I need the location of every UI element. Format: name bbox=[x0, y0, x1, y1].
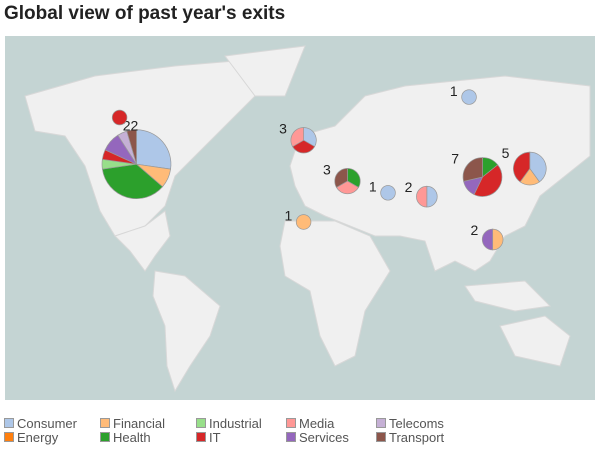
legend-label: Consumer bbox=[17, 415, 77, 431]
pie-slice-media[interactable] bbox=[335, 180, 359, 195]
legend-item-industrial[interactable]: Industrial bbox=[196, 415, 286, 431]
legend-swatch bbox=[196, 432, 206, 442]
pie-count-label: 22 bbox=[123, 118, 139, 134]
legend-label: Financial bbox=[113, 415, 166, 431]
pie-india[interactable]: 2 bbox=[405, 179, 438, 208]
pie-slice-transport[interactable] bbox=[126, 129, 137, 165]
pie-middle-east[interactable]: 3 bbox=[323, 161, 361, 195]
pie-count-label: 3 bbox=[323, 161, 331, 177]
legend-label: Health bbox=[113, 429, 151, 445]
pie-slice-transport[interactable] bbox=[334, 167, 348, 188]
pie-slice-consumer[interactable] bbox=[529, 151, 547, 183]
pie-slice-financial[interactable] bbox=[295, 214, 312, 230]
pie-count-label: 7 bbox=[451, 151, 459, 167]
legend-item-health[interactable]: Health bbox=[100, 429, 196, 445]
legend-label: IT bbox=[209, 429, 221, 445]
pie-indonesia[interactable]: 2 bbox=[470, 222, 504, 251]
pie-count-label: 3 bbox=[279, 121, 287, 137]
legend-swatch bbox=[100, 432, 110, 442]
pie-count-label: 1 bbox=[284, 208, 292, 224]
pie-slice-it[interactable] bbox=[513, 151, 531, 183]
legend-item-consumer[interactable]: Consumer bbox=[4, 415, 100, 431]
world-map[interactable]: 22 3 3 1 2 7 5 2 1 1 bbox=[5, 36, 595, 400]
pie-russia[interactable]: 1 bbox=[450, 83, 477, 105]
pie-count-label: 2 bbox=[405, 179, 413, 195]
pie-slice-consumer[interactable] bbox=[426, 185, 438, 208]
pie-uae[interactable]: 1 bbox=[369, 178, 396, 201]
page-title: Global view of past year's exits bbox=[4, 3, 286, 24]
legend-swatch bbox=[4, 432, 14, 442]
pie-count-label: 2 bbox=[470, 222, 478, 238]
legend-swatch bbox=[286, 432, 296, 442]
legend-swatch bbox=[376, 418, 386, 428]
legend-item-telecoms[interactable]: Telecoms bbox=[376, 415, 466, 431]
pie-count-label: 5 bbox=[502, 145, 510, 161]
pie-slice-it[interactable] bbox=[473, 164, 503, 197]
legend-item-transport[interactable]: Transport bbox=[376, 429, 466, 445]
pie-slice-transport[interactable] bbox=[462, 157, 483, 182]
pie-slice-consumer[interactable] bbox=[136, 129, 172, 170]
legend-label: Telecoms bbox=[389, 415, 444, 431]
legend-label: Media bbox=[299, 415, 335, 431]
legend-item-services[interactable]: Services bbox=[286, 429, 376, 445]
legend-item-it[interactable]: IT bbox=[196, 429, 286, 445]
legend-swatch bbox=[4, 418, 14, 428]
legend-item-financial[interactable]: Financial bbox=[100, 415, 196, 431]
legend-item-media[interactable]: Media bbox=[286, 415, 376, 431]
pie-china[interactable]: 7 bbox=[451, 151, 503, 197]
legend: Consumer Financial Industrial Media Telecoms… bbox=[4, 415, 466, 445]
pie-slice-it[interactable] bbox=[292, 139, 316, 154]
pie-slice-it[interactable] bbox=[111, 109, 128, 126]
pie-canada[interactable] bbox=[111, 109, 128, 126]
pie-count-label: 1 bbox=[369, 178, 377, 194]
pie-slice-media[interactable] bbox=[416, 185, 428, 208]
pie-slice-consumer[interactable] bbox=[380, 185, 396, 201]
legend-swatch bbox=[376, 432, 386, 442]
pie-slice-consumer[interactable] bbox=[461, 89, 477, 105]
pie-count-label: 1 bbox=[450, 83, 458, 99]
legend-label: Services bbox=[299, 429, 349, 445]
pie-slice-services[interactable] bbox=[481, 228, 494, 251]
legend-item-energy[interactable]: Energy bbox=[4, 429, 100, 445]
legend-label: Energy bbox=[17, 429, 59, 445]
pie-slice-financial[interactable] bbox=[492, 228, 504, 251]
pie-nigeria[interactable]: 1 bbox=[284, 208, 312, 230]
legend-swatch bbox=[286, 418, 296, 428]
legend-swatch bbox=[196, 418, 206, 428]
legend-swatch bbox=[100, 418, 110, 428]
legend-label: Industrial bbox=[209, 415, 262, 431]
pie-japan[interactable]: 5 bbox=[502, 145, 547, 186]
pie-united-states[interactable]: 22 bbox=[101, 118, 172, 199]
pie-slice-health[interactable] bbox=[101, 163, 164, 199]
legend-label: Transport bbox=[389, 429, 445, 445]
pie-slice-media[interactable] bbox=[290, 127, 304, 148]
pie-europe[interactable]: 3 bbox=[279, 121, 317, 154]
